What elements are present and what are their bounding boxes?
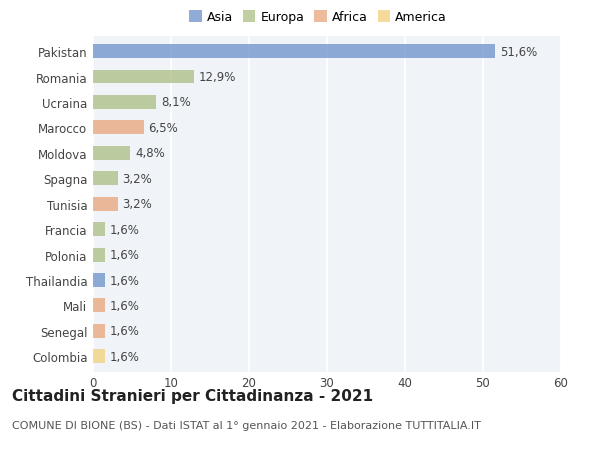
Bar: [93, 197, 118, 211]
Text: 1,6%: 1,6%: [110, 248, 140, 262]
Bar: [93, 45, 496, 59]
Text: 1,6%: 1,6%: [110, 223, 140, 236]
Bar: [93, 324, 106, 338]
Text: 1,6%: 1,6%: [110, 325, 140, 338]
Text: 1,6%: 1,6%: [110, 274, 140, 287]
Bar: [93, 70, 194, 84]
Text: 6,5%: 6,5%: [148, 122, 178, 134]
Bar: [93, 121, 144, 135]
Text: 3,2%: 3,2%: [122, 173, 152, 185]
Bar: [93, 172, 118, 186]
Text: 1,6%: 1,6%: [110, 299, 140, 312]
Bar: [93, 223, 106, 237]
Bar: [93, 146, 130, 161]
Bar: [93, 274, 106, 287]
Legend: Asia, Europa, Africa, America: Asia, Europa, Africa, America: [184, 6, 452, 29]
Text: 3,2%: 3,2%: [122, 198, 152, 211]
Text: COMUNE DI BIONE (BS) - Dati ISTAT al 1° gennaio 2021 - Elaborazione TUTTITALIA.I: COMUNE DI BIONE (BS) - Dati ISTAT al 1° …: [12, 420, 481, 430]
Bar: [93, 350, 106, 364]
Text: 4,8%: 4,8%: [135, 147, 165, 160]
Text: 1,6%: 1,6%: [110, 350, 140, 363]
Text: Cittadini Stranieri per Cittadinanza - 2021: Cittadini Stranieri per Cittadinanza - 2…: [12, 388, 373, 403]
Text: 12,9%: 12,9%: [198, 71, 236, 84]
Text: 51,6%: 51,6%: [500, 45, 538, 58]
Text: 8,1%: 8,1%: [161, 96, 191, 109]
Bar: [93, 299, 106, 313]
Bar: [93, 96, 156, 110]
Bar: [93, 248, 106, 262]
